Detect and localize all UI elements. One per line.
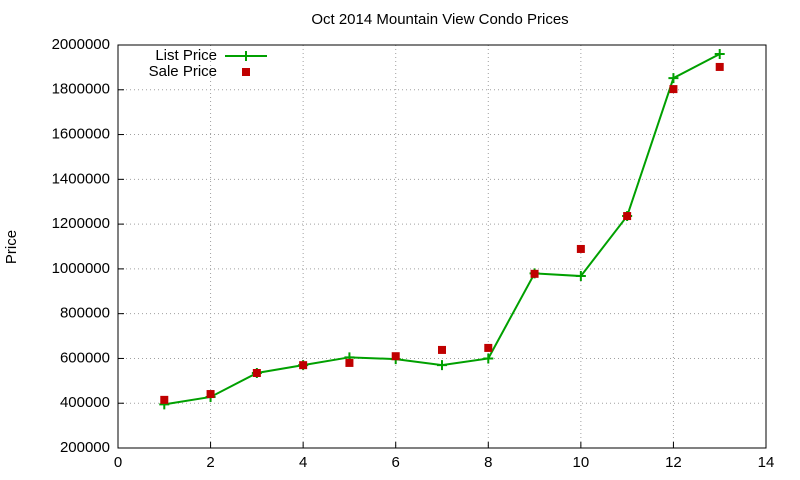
point-marker	[483, 353, 494, 364]
legend-marker	[241, 51, 251, 61]
y-tick-label: 1200000	[52, 215, 110, 232]
y-tick-label: 1600000	[52, 126, 110, 143]
x-tick-label: 12	[665, 454, 682, 471]
x-tick-label: 6	[392, 454, 400, 471]
point-marker	[668, 73, 679, 84]
y-tick-label: 800000	[60, 305, 110, 322]
point-marker	[576, 244, 585, 253]
point-marker	[623, 212, 632, 221]
y-tick-label: 1400000	[52, 170, 110, 187]
y-tick-label: 600000	[60, 349, 110, 366]
point-marker	[345, 358, 354, 367]
x-tick-label: 4	[299, 454, 307, 471]
point-marker	[438, 345, 446, 354]
x-tick-label: 0	[114, 454, 122, 471]
y-tick-label: 2000000	[52, 36, 110, 53]
point-marker	[669, 85, 678, 94]
y-tick-label: 400000	[60, 394, 110, 411]
x-tick-label: 2	[206, 454, 214, 471]
y-axis-label: Price	[3, 230, 20, 264]
point-marker	[714, 48, 725, 59]
legend-marker	[242, 68, 250, 76]
point-marker	[160, 395, 169, 404]
x-tick-label: 14	[758, 454, 775, 471]
legend-label: Sale Price	[149, 63, 217, 80]
x-tick-label: 10	[573, 454, 590, 471]
chart-title: Oct 2014 Mountain View Condo Prices	[311, 11, 568, 28]
point-marker	[437, 360, 447, 371]
x-tick-label: 8	[484, 454, 492, 471]
point-marker	[391, 352, 400, 361]
legend-label: List Price	[155, 47, 217, 64]
point-marker	[575, 271, 586, 282]
point-marker	[299, 361, 308, 370]
point-marker	[484, 343, 493, 352]
point-marker	[252, 368, 261, 377]
plot-frame	[117, 44, 767, 449]
y-tick-label: 1800000	[52, 81, 110, 98]
y-tick-label: 200000	[60, 439, 110, 456]
y-tick-label: 1000000	[52, 260, 110, 277]
point-marker	[206, 390, 215, 399]
point-marker	[715, 62, 724, 71]
point-marker	[530, 269, 539, 278]
